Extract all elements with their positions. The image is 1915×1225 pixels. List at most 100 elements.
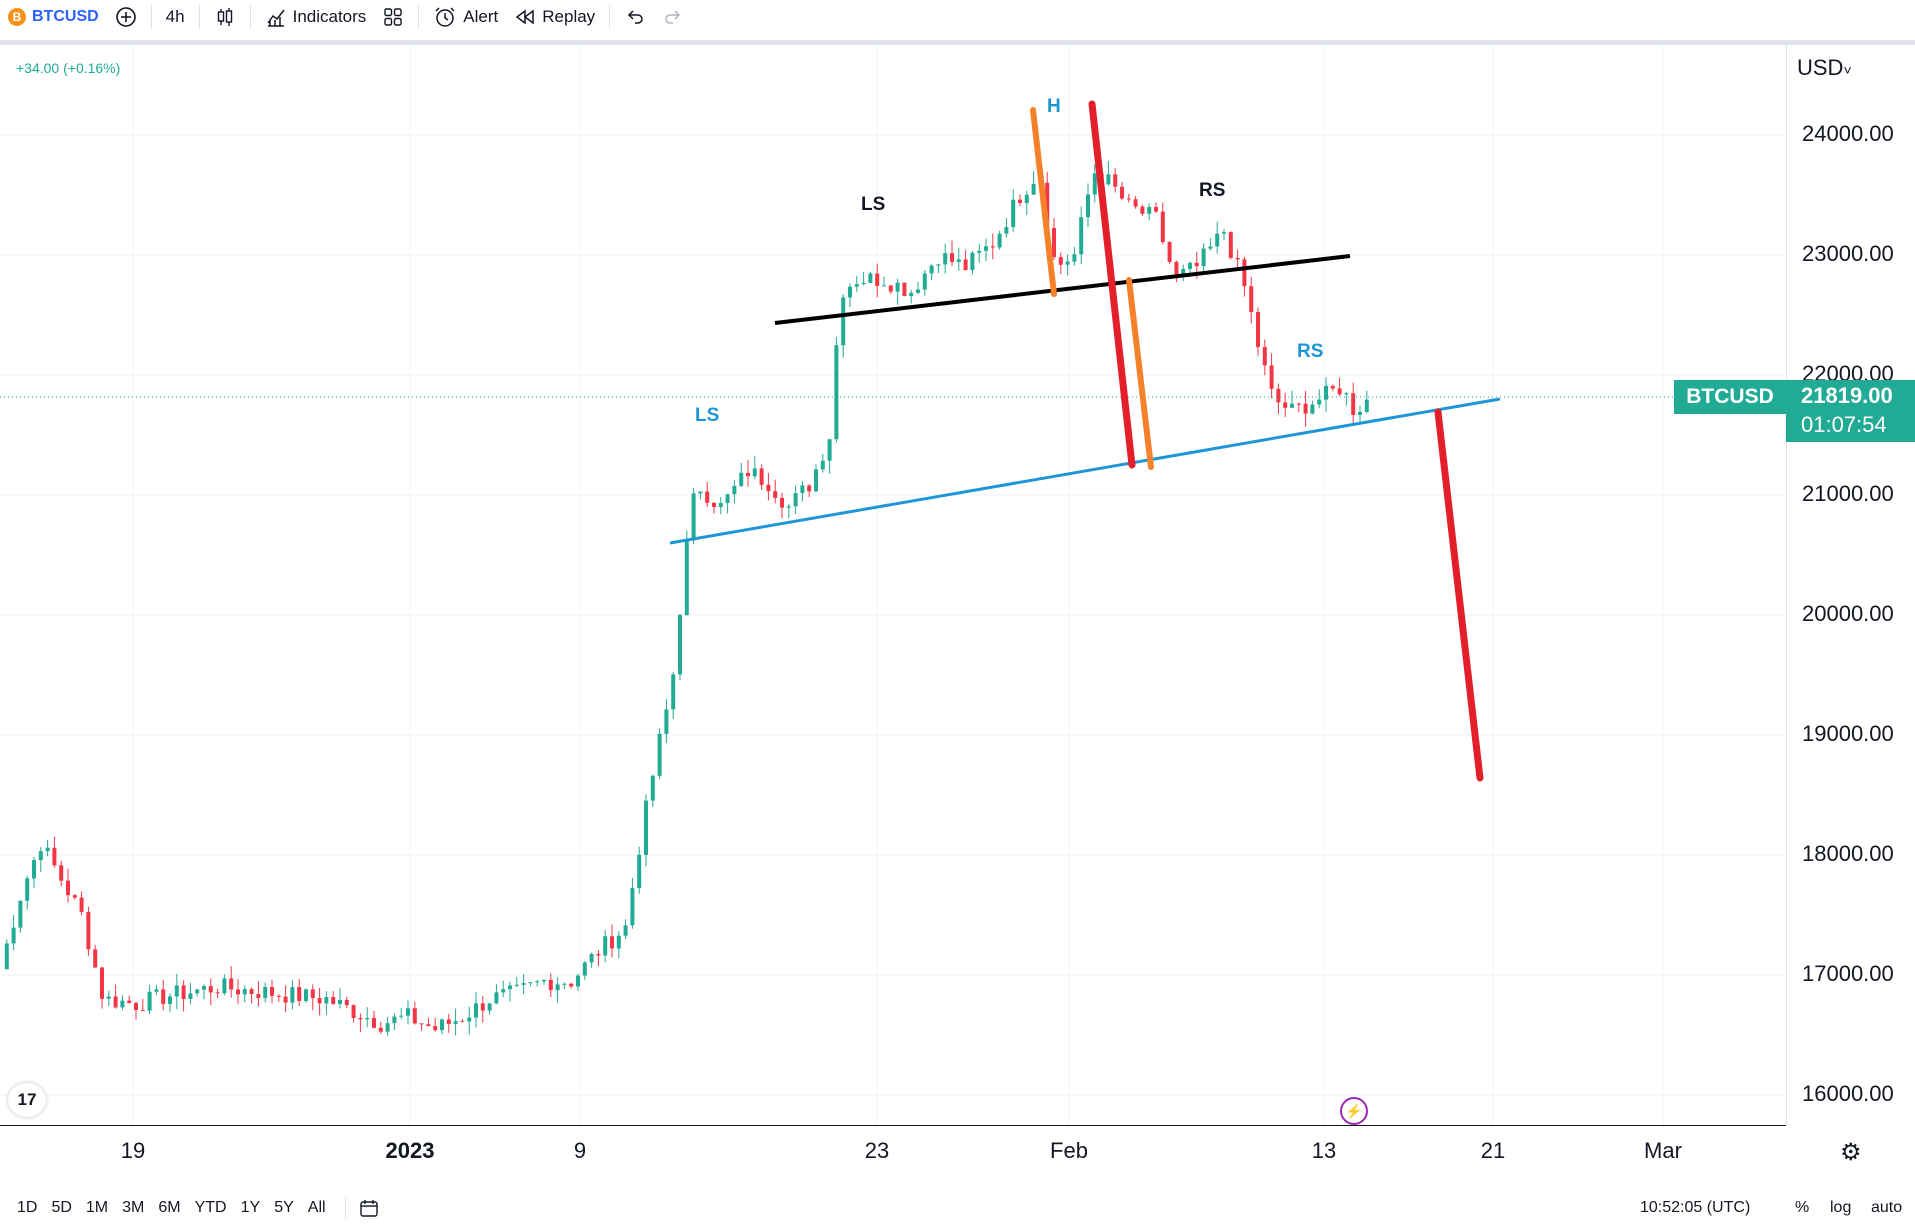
range-1y[interactable]: 1Y [240,1198,261,1216]
calendar-icon[interactable] [358,1197,380,1219]
range-all[interactable]: All [307,1198,326,1216]
range-6m[interactable]: 6M [158,1198,181,1216]
drawings-layer [0,100,1786,782]
candle-body [569,983,574,987]
candle-body [1228,232,1233,258]
time-label: 2023 [385,1138,435,1163]
chart-pane[interactable] [0,45,1786,1125]
candle-body [1201,248,1206,267]
indicators-button[interactable]: Indicators [257,0,375,34]
gear-icon[interactable]: ⚙ [1840,1139,1862,1166]
symbol-search[interactable]: B BTCUSD [0,0,107,34]
candle-body [419,1023,424,1025]
range-ytd[interactable]: YTD [194,1198,227,1216]
candle-body [344,1000,349,1006]
range-1m[interactable]: 1M [85,1198,109,1216]
candle-body [1011,199,1016,228]
chart-type-button[interactable] [206,0,244,34]
candle-body [52,847,57,866]
candle-body [38,851,43,861]
candle-body [1024,194,1029,204]
candle-body [440,1019,444,1031]
measure-orange-1 [1030,107,1057,297]
candle-body [555,984,560,991]
right-shoulder-inner-label[interactable]: RS [1199,180,1226,201]
candle-body [188,993,193,999]
price-scale[interactable] [1786,45,1915,1125]
toolbar-separator [609,5,611,29]
candle-body [270,987,274,996]
alert-button[interactable]: Alert [425,0,506,34]
compare-symbol-button[interactable] [107,0,145,34]
candle-body [895,282,900,292]
candle-body [1004,227,1009,234]
head-label[interactable]: H [1047,96,1061,117]
candle-body [739,472,744,486]
candle-body [79,897,84,912]
candle-body [868,273,873,283]
candle-body [134,1003,138,1011]
time-scale[interactable] [0,1125,1786,1174]
interval-button[interactable]: 4h [158,0,193,34]
range-1d[interactable]: 1D [17,1198,38,1216]
candle-body [1133,199,1138,207]
replay-button[interactable]: Replay [506,0,603,34]
candle-body [548,979,553,991]
candle-body [725,494,730,504]
candle-body [1045,182,1050,229]
right-shoulder-outer-label[interactable]: RS [1297,341,1324,362]
left-shoulder-outer-label[interactable]: LS [695,405,720,426]
time-label: 21 [1480,1138,1506,1163]
candle-body [1079,217,1084,255]
bitcoin-icon: B [8,8,26,26]
templates-button[interactable] [374,0,412,34]
range-5y[interactable]: 5Y [274,1198,294,1216]
toolbar-separator [198,5,200,29]
percent-toggle[interactable]: % [1795,1198,1810,1216]
candle-body [691,493,696,541]
log-toggle[interactable]: log [1830,1198,1852,1216]
candle-body [916,289,920,293]
candle-body [1256,312,1260,348]
candle-body [256,994,261,999]
price-tick: 20000.00 [1802,601,1894,626]
currency-selector[interactable]: USD˅ [1797,55,1852,81]
candle-body [113,996,118,1008]
candle-body [1120,186,1124,199]
candle-body [630,888,635,926]
candle-body [1031,183,1036,195]
lightning-icon[interactable]: ⚡ [1340,1097,1368,1125]
auto-toggle[interactable]: auto [1871,1198,1903,1216]
candle-body [365,1017,370,1020]
candle-body [290,987,295,1003]
undo-button[interactable] [616,0,654,34]
candle-body [236,989,240,995]
candle-body [508,985,512,990]
neckline-outer [669,397,1501,545]
grid-icon [384,8,402,26]
toolbar-separator [150,5,152,29]
candle-body [1092,173,1097,195]
symbol-name: BTCUSD [32,8,99,25]
candle-body [406,1008,410,1016]
candle-body [86,911,91,950]
candle-body [161,989,166,1004]
left-shoulder-inner-label[interactable]: LS [861,194,886,215]
utc-clock[interactable]: 10:52:05 (UTC) [1640,1198,1751,1216]
redo-button[interactable] [654,0,692,34]
candle-body [535,981,540,983]
range-5d[interactable]: 5D [51,1198,72,1216]
interval-label: 4h [165,7,185,26]
candle-body [18,900,23,928]
candle-body [1147,207,1152,214]
time-label: 19 [120,1138,146,1163]
tradingview-logo[interactable]: 17 [8,1083,46,1117]
top-toolbar: B BTCUSD 4h Indicators [0,0,1915,34]
range-3m[interactable]: 3M [122,1198,145,1216]
candle-body [984,246,988,251]
candle-body [249,989,254,995]
candle-body [460,1021,465,1023]
candle-body [644,800,648,855]
bottom-separator [344,1196,346,1219]
candle-body [120,1000,125,1008]
